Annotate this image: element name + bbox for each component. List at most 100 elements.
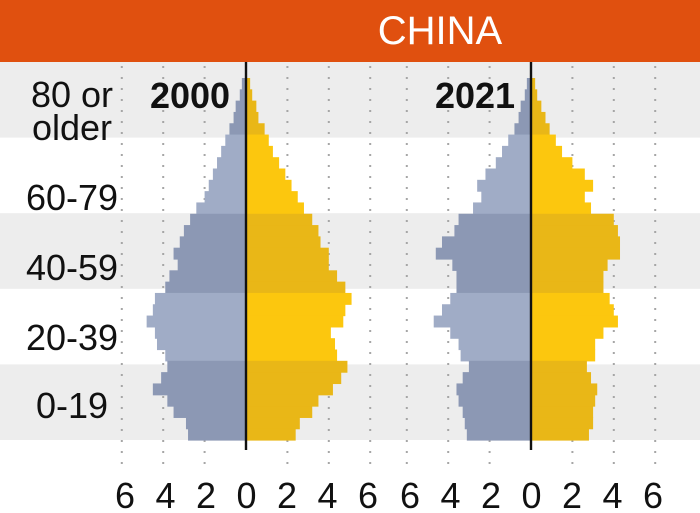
bar-right [531, 225, 618, 237]
bar-right [531, 326, 604, 339]
x-tick-label: 2 [277, 475, 297, 513]
bar-left [450, 292, 531, 305]
age-group-label: 80 or [31, 74, 113, 115]
bar-left [208, 179, 246, 192]
country-title: CHINA [377, 9, 503, 53]
bar-left [462, 406, 531, 418]
bar-left [514, 123, 531, 136]
bar-right [531, 417, 594, 430]
bar-left [239, 89, 246, 102]
bar-left [217, 157, 246, 170]
bar-right [246, 259, 329, 271]
bar-left [233, 111, 246, 124]
bar-left [460, 349, 531, 362]
bar-left [502, 145, 531, 158]
bar-left [183, 225, 246, 237]
bar-right [246, 360, 348, 373]
bar-right [531, 157, 573, 170]
bar-right [531, 100, 542, 113]
x-tick-label: 4 [317, 475, 337, 513]
bar-left [173, 247, 246, 260]
bar-right [531, 213, 614, 226]
x-tick-label: 6 [115, 475, 135, 513]
bar-right [531, 145, 563, 158]
bar-left [456, 281, 531, 294]
bar-right [531, 123, 550, 136]
bar-right [246, 315, 344, 328]
country-banner: CHINA [0, 0, 700, 62]
bar-right [246, 281, 346, 294]
bar-right [246, 406, 313, 418]
bar-left [458, 213, 531, 226]
x-tick-label: 2 [481, 475, 501, 513]
bar-left [161, 372, 246, 385]
bar-right [246, 383, 333, 396]
x-tick-label: 0 [236, 475, 256, 513]
bar-right [246, 394, 319, 407]
bar-left [167, 360, 246, 373]
bar-left [241, 78, 246, 90]
bar-left [188, 428, 246, 441]
x-tick-label: 6 [400, 475, 420, 513]
bar-right [531, 428, 589, 441]
bar-left [518, 111, 531, 124]
bar-right [246, 179, 292, 192]
bar-right [531, 191, 585, 204]
bar-right [531, 134, 556, 147]
bar-right [246, 213, 313, 226]
bar-right [531, 338, 596, 351]
bar-right [246, 270, 338, 283]
bar-right [246, 168, 286, 181]
bar-right [246, 191, 298, 204]
age-group-label: 60-79 [26, 177, 118, 218]
bar-left [452, 259, 531, 271]
bar-left [468, 360, 531, 373]
bar-left [152, 383, 246, 396]
year-label: 2021 [435, 75, 515, 116]
bar-right [246, 417, 300, 430]
bar-left [456, 270, 531, 283]
bar-left [146, 315, 246, 328]
bar-left [456, 383, 531, 396]
bar-right [531, 349, 596, 362]
bar-right [531, 372, 592, 385]
bar-right [531, 406, 594, 418]
bar-left [221, 145, 246, 158]
age-group-label: 40-59 [26, 247, 118, 288]
bar-left [179, 236, 246, 249]
bar-right [531, 202, 592, 215]
bar-right [246, 78, 251, 90]
bar-right [531, 259, 608, 271]
bar-left [167, 394, 246, 407]
bar-right [531, 179, 594, 192]
bar-left [212, 168, 246, 181]
bar-right [531, 394, 596, 407]
bar-left [526, 78, 531, 90]
bar-right [246, 157, 280, 170]
bar-right [246, 202, 304, 215]
age-group-label: older [32, 107, 112, 148]
bar-right [531, 247, 621, 260]
bar-left [173, 406, 246, 418]
bar-right [531, 383, 598, 396]
bar-right [246, 111, 259, 124]
x-tick-label: 2 [562, 475, 582, 513]
bar-left [185, 417, 246, 430]
bar-left [508, 134, 531, 147]
x-tick-label: 4 [602, 475, 622, 513]
bar-left [156, 338, 246, 351]
bar-left [190, 213, 246, 226]
bar-left [154, 326, 246, 339]
x-tick-label: 2 [196, 475, 216, 513]
bar-right [246, 100, 257, 113]
bar-left [196, 202, 246, 215]
bar-left [520, 100, 531, 113]
age-group-label: 20-39 [26, 317, 118, 358]
bar-right [531, 360, 587, 373]
x-tick-label: 4 [440, 475, 460, 513]
bar-right [531, 78, 536, 90]
bar-right [531, 292, 610, 305]
